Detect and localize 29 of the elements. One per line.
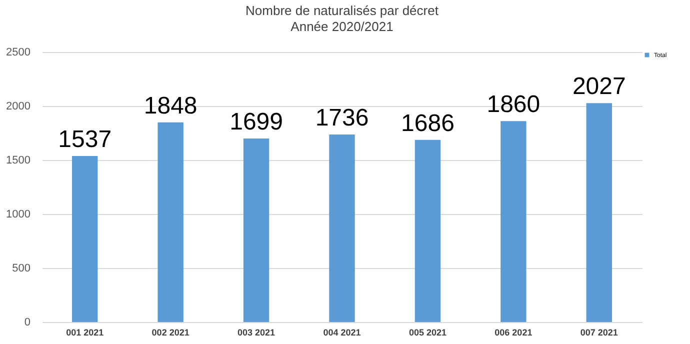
data-label: 2027	[572, 73, 626, 100]
y-tick-label: 1500	[6, 154, 30, 166]
x-tick-label: 002 2021	[152, 328, 190, 338]
data-label: 1537	[58, 126, 112, 154]
y-tick-label: 1000	[6, 208, 30, 220]
bar	[586, 103, 612, 322]
x-tick-label: 006 2021	[494, 328, 532, 338]
bar	[72, 156, 98, 322]
y-tick-label: 0	[24, 316, 30, 328]
bar	[158, 122, 184, 322]
bar	[500, 121, 526, 322]
bar	[243, 138, 270, 322]
x-tick-label: 001 2021	[66, 328, 104, 338]
x-tick-label: 005 2021	[408, 328, 446, 338]
data-label: 1699	[230, 108, 283, 136]
y-tick-label: 500	[12, 262, 30, 274]
data-label: 1736	[315, 104, 369, 132]
data-label: 1860	[486, 91, 540, 118]
bar	[329, 134, 355, 322]
y-tick-label: 2000	[6, 100, 30, 112]
chart-subtitle: Année 2020/2021	[290, 19, 394, 34]
chart-title: Nombre de naturalisés par décret	[246, 3, 439, 18]
x-tick-label: 007 2021	[580, 328, 618, 338]
y-tick-label: 2500	[6, 46, 30, 58]
data-label: 1848	[144, 92, 198, 120]
x-tick-label: 004 2021	[323, 328, 361, 338]
x-tick-label: 003 2021	[238, 328, 276, 338]
bar	[414, 140, 441, 322]
data-label: 1686	[401, 110, 454, 137]
